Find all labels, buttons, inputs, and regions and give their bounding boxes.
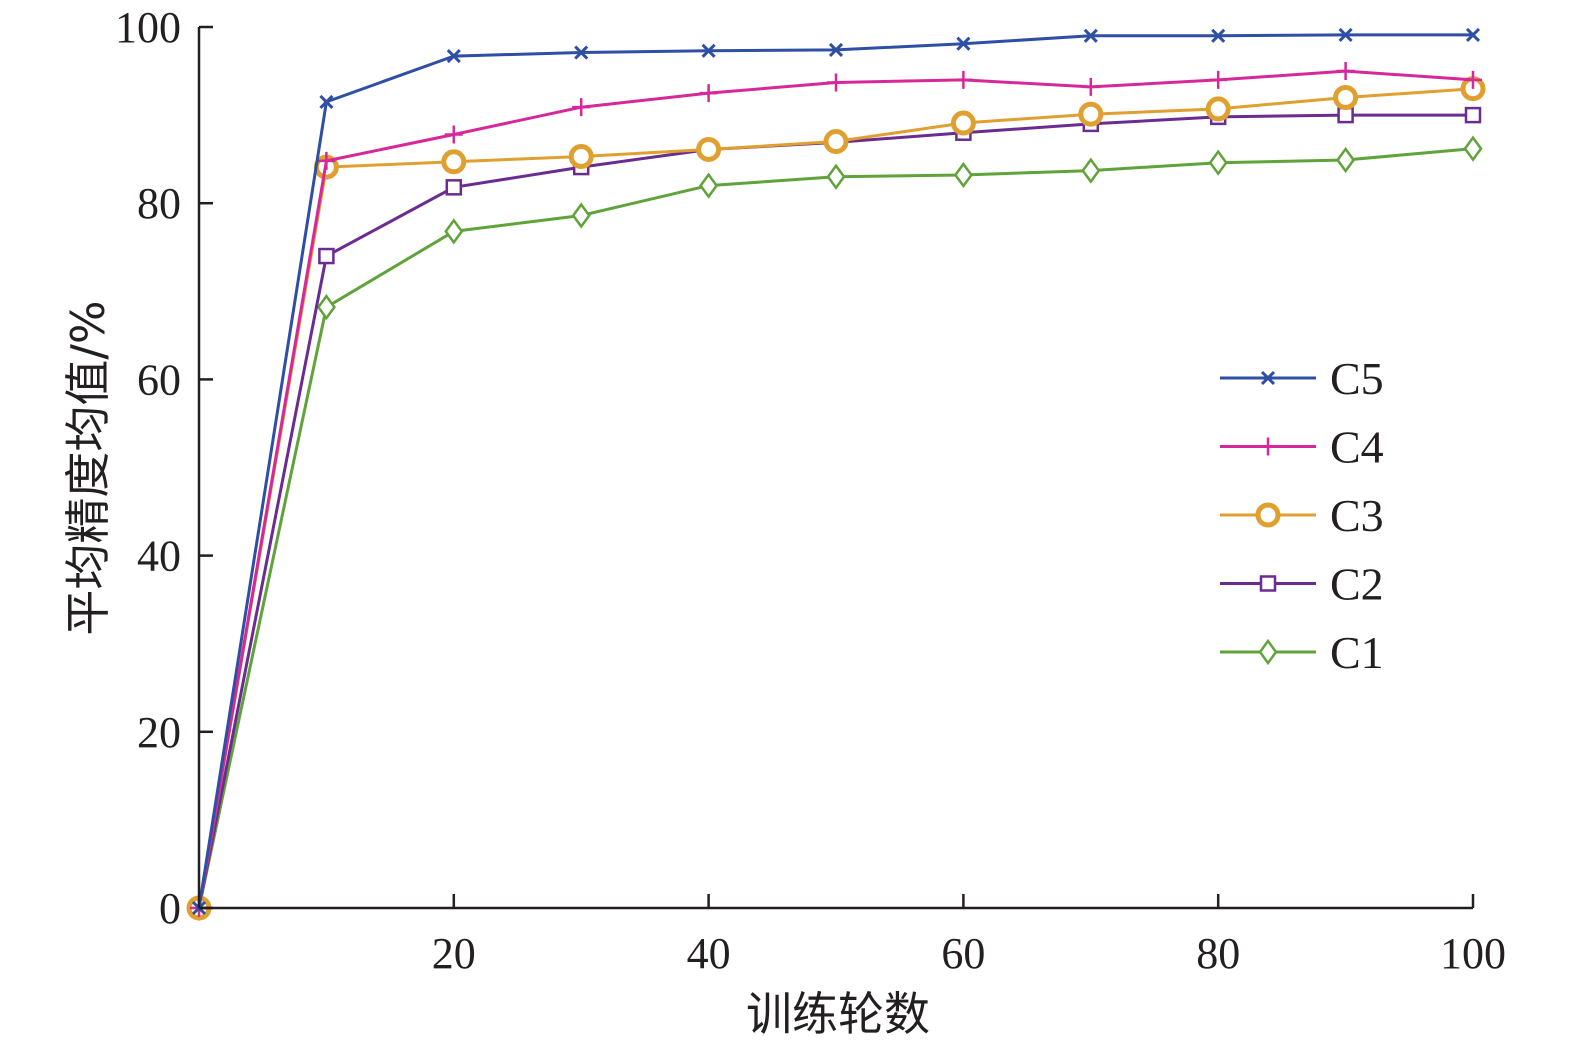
data-point-c1-10 <box>316 294 336 321</box>
x-tick-label-60: 60 <box>941 929 985 978</box>
data-point-c4-40 <box>699 84 718 103</box>
legend-marker-c5 <box>1260 370 1276 386</box>
legend: C5 C4 C3 C2 C1 <box>1220 353 1384 678</box>
data-point-c3-90 <box>1333 84 1359 110</box>
data-point-c5-50 <box>828 42 844 57</box>
data-point-c3-50 <box>823 129 849 155</box>
y-axis-label: 平均精度均值/% <box>61 300 115 635</box>
data-point-c2-100 <box>1464 106 1482 124</box>
legend-label-c5: C5 <box>1330 353 1384 404</box>
data-point-c5-20 <box>446 49 461 64</box>
plot-area <box>186 27 1486 922</box>
series-c3 <box>186 76 1486 921</box>
legend-label-c2: C2 <box>1330 559 1384 610</box>
data-point-c5-100 <box>1465 27 1481 42</box>
legend-marker-c2 <box>1259 575 1277 592</box>
data-point-c3-70 <box>1078 101 1104 127</box>
data-point-c4-50 <box>827 73 845 92</box>
data-point-c1-60 <box>953 161 973 189</box>
data-point-c5-10 <box>319 94 334 109</box>
data-point-c4-20 <box>444 125 463 144</box>
data-point-c4-30 <box>572 98 591 117</box>
series-c4 <box>190 62 1482 917</box>
data-point-c4-70 <box>1081 77 1100 96</box>
x-tick-label-20: 20 <box>432 929 476 978</box>
x-tick-label-40: 40 <box>687 929 731 978</box>
legend-marker-c3 <box>1255 502 1281 528</box>
data-point-c2-90 <box>1337 106 1354 124</box>
data-point-c3-40 <box>696 136 722 162</box>
axes: 20 40 60 80 100 0 20 40 60 80 100 <box>115 3 1506 978</box>
series-line-c1 <box>197 147 1474 909</box>
legend-item-c5: C5 <box>1220 353 1384 404</box>
data-point-c5-60 <box>956 36 971 51</box>
data-point-c5-90 <box>1338 27 1353 42</box>
data-point-c4-90 <box>1336 62 1355 81</box>
data-point-c5-40 <box>701 43 716 58</box>
data-point-c5-70 <box>1083 28 1098 43</box>
legend-label-c4: C4 <box>1330 422 1384 473</box>
data-point-c4-10 <box>317 151 336 170</box>
x-tick-label-100: 100 <box>1440 929 1506 978</box>
data-point-c1-70 <box>1081 157 1101 184</box>
series-c2 <box>190 106 1482 917</box>
y-tick-label-100: 100 <box>115 3 181 52</box>
legend-item-c4: C4 <box>1220 422 1384 473</box>
series-line-c3 <box>197 87 1474 909</box>
data-point-c1-100 <box>1463 135 1483 162</box>
series-c5 <box>191 27 1481 916</box>
x-axis-label: 训练轮数 <box>746 987 930 1041</box>
data-point-c1-20 <box>444 218 464 245</box>
data-point-c1-30 <box>571 202 591 229</box>
data-point-c2-20 <box>445 179 463 196</box>
legend-item-c1: C1 <box>1220 627 1384 678</box>
data-point-c3-30 <box>568 144 594 170</box>
series-line-c4 <box>197 69 1474 909</box>
data-point-c3-80 <box>1205 96 1231 122</box>
data-point-c4-60 <box>954 70 973 89</box>
legend-item-c2: C2 <box>1220 559 1384 610</box>
y-tick-label-0: 0 <box>159 884 181 933</box>
legend-marker-c1 <box>1258 638 1278 666</box>
series-line-c2 <box>197 113 1473 909</box>
data-point-c3-20 <box>441 149 467 175</box>
data-point-c5-30 <box>574 45 589 60</box>
data-point-c1-80 <box>1208 149 1228 176</box>
y-tick-label-40: 40 <box>137 532 181 581</box>
data-point-c5-80 <box>1211 28 1226 43</box>
legend-item-c3: C3 <box>1220 490 1384 541</box>
data-point-c2-10 <box>318 247 335 265</box>
x-tick-label-80: 80 <box>1196 929 1240 978</box>
y-tick-label-20: 20 <box>137 708 181 757</box>
legend-label-c3: C3 <box>1330 490 1384 541</box>
legend-marker-c4 <box>1259 437 1277 456</box>
data-point-c1-90 <box>1336 146 1356 174</box>
data-point-c3-60 <box>950 110 976 136</box>
series-c1 <box>189 135 1483 922</box>
data-point-c4-80 <box>1209 70 1228 89</box>
y-tick-label-60: 60 <box>137 355 181 404</box>
legend-label-c1: C1 <box>1330 627 1384 678</box>
data-point-c1-50 <box>826 163 846 190</box>
data-point-c4-100 <box>1464 70 1482 89</box>
data-point-c1-40 <box>699 172 719 199</box>
y-tick-label-80: 80 <box>137 179 181 228</box>
